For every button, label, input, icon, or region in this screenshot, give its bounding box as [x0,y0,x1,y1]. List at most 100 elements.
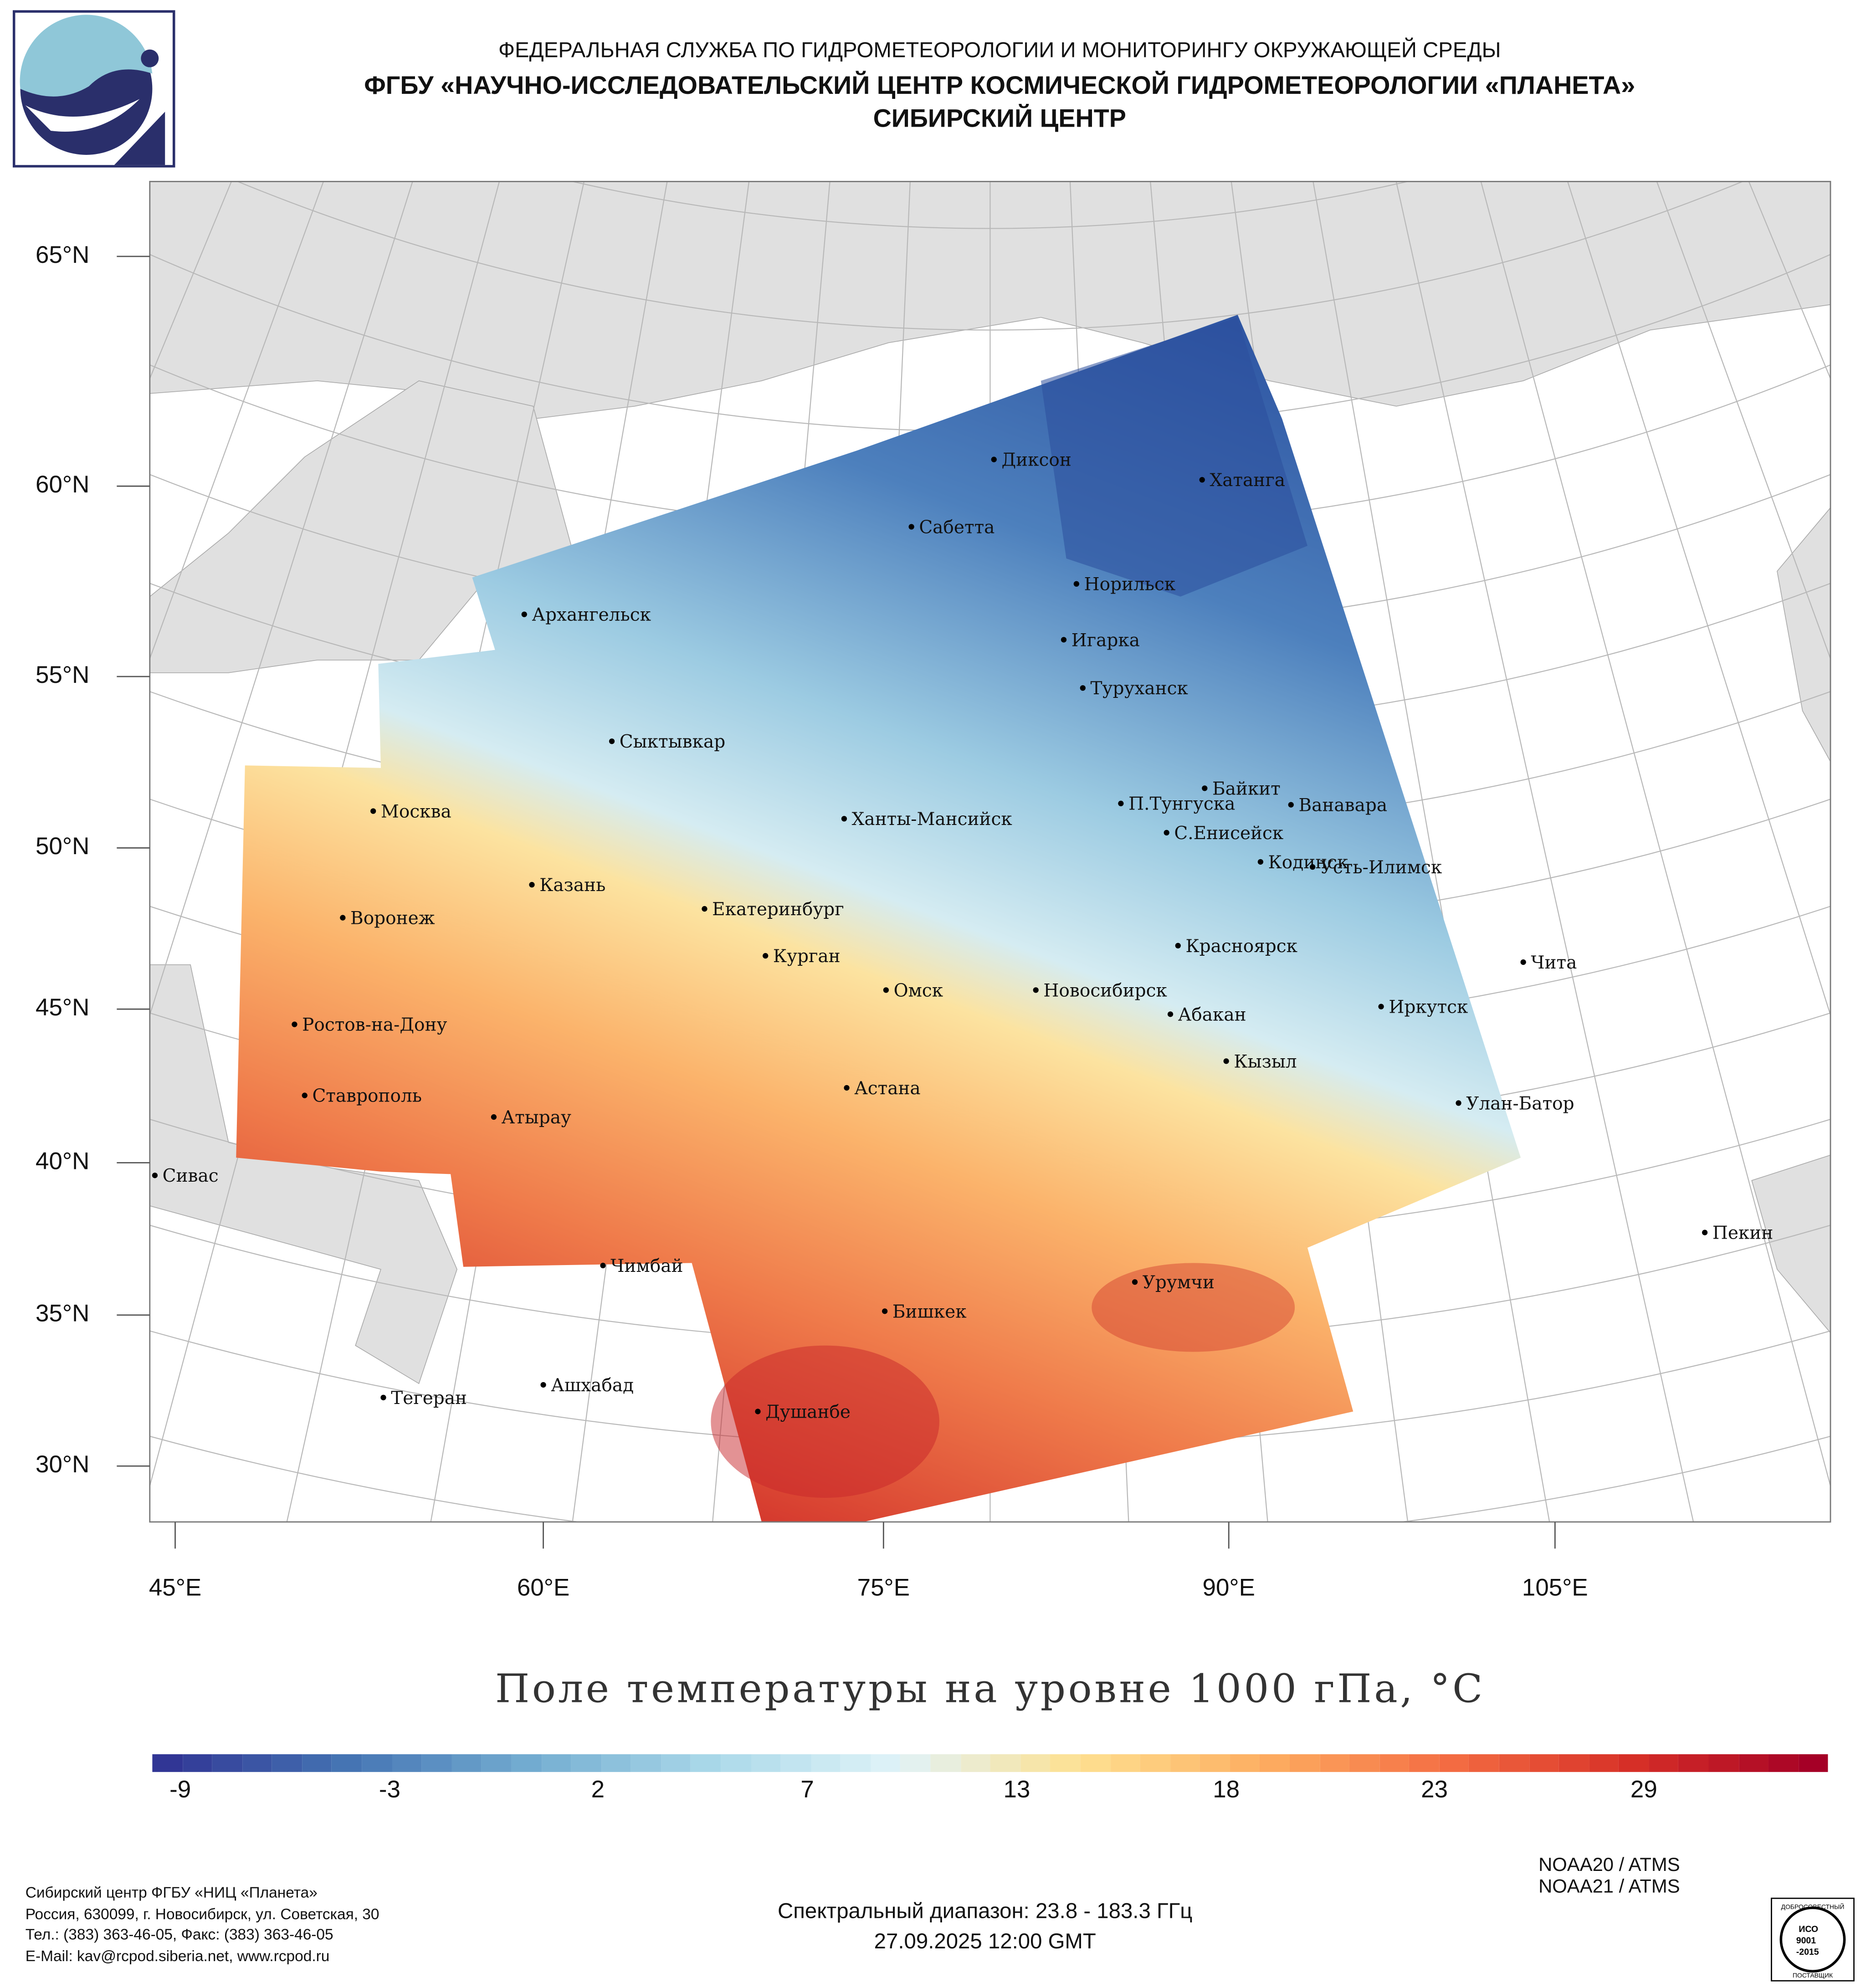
colorbar-swatch [601,1754,631,1772]
city-label: Архангельск [532,605,651,625]
colorbar-swatch [1798,1754,1829,1772]
planeta-logo [12,10,175,168]
svg-text:ДОБРОСОВЕСТНЫЙ: ДОБРОСОВЕСТНЫЙ [1781,1903,1845,1911]
city-marker [1175,943,1181,948]
org-name: Сибирский центр ФГБУ «НИЦ «Планета» [25,1884,318,1902]
temperature-map: Диксон Хатанга Сабетта Архангельск Норильск И… [0,0,1831,1549]
city-label: Омск [894,980,943,1001]
lat-label: 45°N [36,995,90,1022]
city-label: Чита [1531,953,1577,973]
meridian-line [1656,181,1830,660]
colorbar-swatch [1589,1754,1619,1772]
colorbar-swatch [960,1754,990,1772]
colorbar-swatch [721,1754,751,1772]
meridian-line [1567,181,1830,1017]
agency-title: ФЕДЕРАЛЬНАЯ СЛУЖБА ПО ГИДРОМЕТЕОРОЛОГИИ … [498,38,1501,62]
colorbar-swatch [571,1754,601,1772]
org-email: E-Mail: kav@rcpod.siberia.net, www.rcpod… [25,1946,330,1964]
city-label: Тегеран [391,1388,467,1409]
colorbar-swatch [1319,1754,1350,1772]
colorbar-swatch [362,1754,392,1772]
city-label: Игарка [1071,630,1140,651]
meridian-line [0,0,35,1240]
city-marker [1456,1100,1461,1106]
city-marker [1310,864,1316,870]
lon-label: 105°E [1522,1575,1588,1602]
lon-label: 75°E [857,1575,910,1602]
colorbar-swatch [332,1754,362,1772]
city-label: Туруханск [1091,678,1188,699]
city-marker [882,1308,888,1314]
lon-label: 45°E [149,1575,202,1602]
city-marker [609,738,615,744]
colorbar-swatch [990,1754,1020,1772]
city-marker [844,1085,850,1091]
org-address: Россия, 630099, г. Новосибирск, ул. Сове… [25,1904,379,1923]
meridian-line [149,181,232,380]
colorbar-swatch [1170,1754,1200,1772]
lat-label: 65°N [36,242,90,269]
warm-core [711,1345,939,1498]
city-label: Атырау [502,1107,571,1128]
lon-label: 60°E [517,1575,570,1602]
colorbar-swatch [900,1754,931,1772]
lat-label: 30°N [36,1452,90,1479]
colorbar-swatch [212,1754,242,1772]
colorbar-swatch [781,1754,811,1772]
city-label: Норильск [1084,574,1176,595]
city-marker [1132,1279,1138,1285]
city-label: Диксон [1001,450,1071,471]
city-label: Кодинск [1268,852,1348,873]
caspian-black-sea-land [149,964,457,1384]
colorbar-swatch [1379,1754,1410,1772]
satellite-list: NOAA20 / ATMS NOAA21 / ATMS [1538,1855,1680,1898]
satellite-2: NOAA21 / ATMS [1538,1876,1680,1898]
city-label: Москва [381,801,451,822]
city-label: Кызыл [1234,1051,1297,1072]
lat-label: 60°N [36,472,90,499]
meridian-line [149,181,413,1017]
city-label: Ашхабад [551,1375,634,1396]
city-marker [1118,800,1124,806]
org-info: Сибирский центр ФГБУ «НИЦ «Планета» Росс… [26,1882,379,1966]
meridian-line [1748,181,1830,380]
iso-badge: ДОБРОСОВЕСТНЫЙ ИСО 9001 -2015 ПОСТАВЩИК [1771,1897,1855,1982]
colorbar-swatch [511,1754,542,1772]
colorbar-swatch [451,1754,482,1772]
city-label: Байкит [1212,779,1281,799]
city-marker [152,1173,158,1178]
city-marker [1061,637,1067,643]
meridian-line [1395,181,1694,1522]
city-label: Екатеринбург [712,899,844,920]
lat-label: 35°N [36,1301,90,1328]
city-marker [370,808,376,814]
cold-core [1041,317,1307,597]
city-marker [302,1092,308,1098]
colorbar-swatch [1409,1754,1440,1772]
datetime: 27.09.2025 12:00 GMT [874,1929,1096,1954]
city-label: Урумчи [1143,1272,1215,1293]
colorbar-swatch [1140,1754,1170,1772]
meridian-line [1312,181,1550,1522]
colorbar-swatch [1200,1754,1230,1772]
city-label: Новосибирск [1043,980,1167,1001]
map-title: Поле температуры на уровне 1000 гПа, °C [495,1666,1485,1712]
satellite-1: NOAA20 / ATMS [1538,1854,1680,1876]
city-label: Ванавара [1298,795,1387,816]
temperature-swath [236,315,1521,1522]
lat-label: 50°N [36,834,90,861]
colorbar-swatch [841,1754,871,1772]
city-label: Душанбе [765,1402,851,1422]
east-land [1777,507,1830,762]
svg-text:-2015: -2015 [1796,1947,1819,1957]
lat-label: 55°N [36,662,90,690]
city-marker [1223,1058,1229,1064]
org-phone: Тел.: (383) 363-46-05, Факс: (383) 363-4… [25,1925,333,1943]
city-marker [521,611,527,617]
city-marker [1199,477,1205,483]
city-marker [702,906,707,912]
colorbar-swatch [1349,1754,1379,1772]
colorbar-swatch [482,1754,512,1772]
city-label: Чимбай [610,1256,683,1276]
city-marker [1167,1011,1174,1017]
